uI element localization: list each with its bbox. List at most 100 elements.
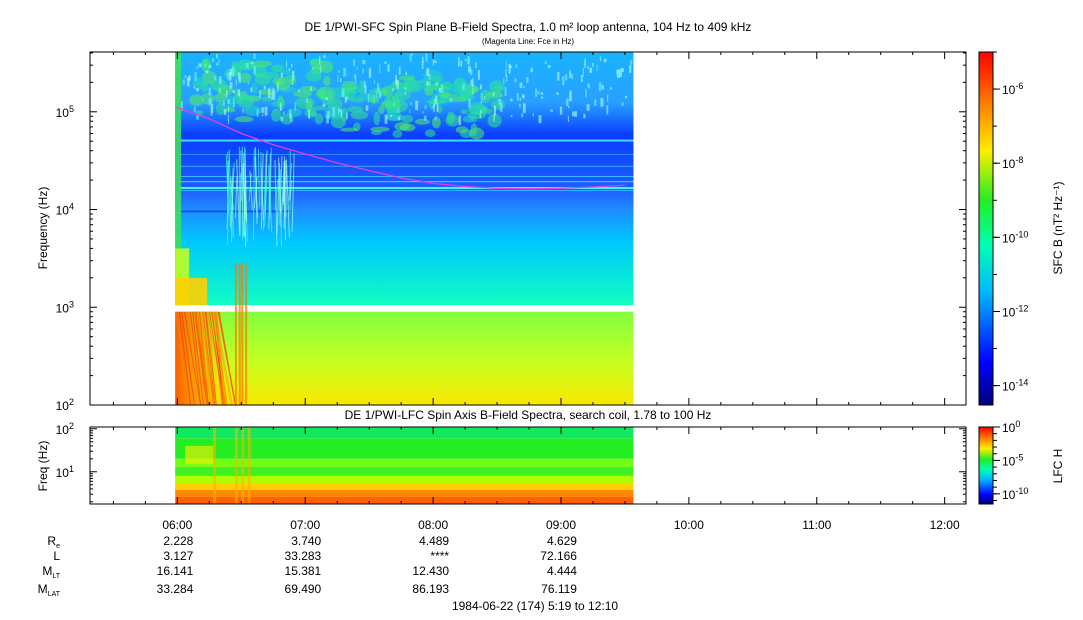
emission-blob <box>236 94 255 108</box>
emission-blob <box>210 78 227 92</box>
time-tick-label: 10:00 <box>674 518 704 532</box>
noise-speckle <box>598 82 602 91</box>
noise-speckle <box>509 65 513 69</box>
ephemeris-value: 76.119 <box>541 582 577 596</box>
emission-blob <box>460 109 468 115</box>
noise-speckle <box>237 89 241 97</box>
bottom-colorbar-ticks: 100 10-5 10-10 <box>993 419 1028 502</box>
noise-speckle <box>440 84 444 93</box>
noise-speckle <box>567 115 570 122</box>
chorus-filament <box>249 170 253 210</box>
top-chart-title: DE 1/PWI-SFC Spin Plane B-Field Spectra,… <box>305 20 752 34</box>
chorus-filament <box>257 148 260 208</box>
noise-speckle <box>204 64 206 68</box>
noise-speckle <box>256 108 259 117</box>
emission-blob <box>382 85 394 97</box>
noise-speckle <box>572 111 575 117</box>
noise-speckle <box>432 55 435 66</box>
noise-speckle <box>280 116 284 122</box>
emission-blob <box>391 94 400 102</box>
emission-blob <box>385 114 405 121</box>
noise-speckle <box>253 65 256 75</box>
noise-speckle <box>404 91 407 95</box>
noise-speckle <box>479 113 482 119</box>
noise-speckle <box>226 72 229 80</box>
noise-speckle <box>186 77 190 87</box>
chorus-filament <box>240 166 244 201</box>
interference-line <box>179 176 634 178</box>
noise-speckle <box>277 82 279 92</box>
noise-speckle <box>424 115 427 121</box>
noise-speckle <box>184 75 187 78</box>
noise-speckle <box>583 114 586 119</box>
noise-speckle <box>492 92 495 97</box>
noise-speckle <box>327 110 330 119</box>
ephemeris-value: 16.141 <box>157 564 194 578</box>
chorus-filament <box>289 179 292 201</box>
emission-blob <box>347 105 364 113</box>
noise-speckle <box>338 109 341 112</box>
noise-speckle <box>259 90 262 98</box>
emission-blob <box>252 60 272 68</box>
interference-line <box>179 187 634 190</box>
colorbar-tick-label: 10-5 <box>1002 452 1023 468</box>
noise-speckle <box>297 89 301 93</box>
noise-speckle <box>421 60 424 70</box>
emission-blob <box>270 64 284 73</box>
burst-streak <box>204 311 216 405</box>
emission-blob <box>276 77 291 91</box>
ephemeris-value: 3.740 <box>291 534 321 548</box>
noise-speckle <box>432 105 435 109</box>
time-tick-label: 08:00 <box>418 518 448 532</box>
emission-blob <box>392 129 403 139</box>
lfc-band <box>175 427 634 439</box>
noise-speckle <box>540 92 544 95</box>
noise-speckle <box>607 94 609 102</box>
noise-speckle <box>338 70 340 73</box>
noise-speckle <box>569 92 572 102</box>
chorus-filament <box>262 153 267 232</box>
noise-speckle <box>365 105 369 111</box>
chorus-filament <box>248 173 252 202</box>
ephemeris-value: 33.283 <box>285 549 322 563</box>
noise-speckle <box>216 54 218 59</box>
emission-blob <box>271 108 282 122</box>
burst-streak <box>203 311 211 405</box>
lfc-band <box>175 458 634 467</box>
noise-speckle <box>470 79 473 86</box>
lfc-burst <box>241 427 245 504</box>
ephemeris-row-label: Re <box>47 534 60 550</box>
noise-speckle <box>429 81 431 86</box>
noise-speckle <box>196 66 198 69</box>
chorus-filament <box>285 159 290 238</box>
emission-blob <box>189 94 204 107</box>
ephemeris-value: 4.444 <box>547 564 577 578</box>
noise-speckle <box>449 98 453 102</box>
emission-blob <box>314 113 324 125</box>
noise-speckle <box>392 87 395 92</box>
noise-speckle <box>582 67 584 77</box>
noise-speckle <box>523 86 526 89</box>
noise-speckle <box>505 60 507 68</box>
y-tick-label: 102 <box>56 397 74 413</box>
lfc-band <box>175 482 634 490</box>
noise-speckle <box>340 109 343 118</box>
emission-blob <box>201 58 212 73</box>
emission-blob <box>277 95 284 108</box>
y-tick-label: 104 <box>56 202 74 218</box>
noise-speckle <box>362 60 366 65</box>
ephemeris-value: **** <box>430 549 449 563</box>
noise-speckle <box>261 107 264 113</box>
noise-speckle <box>264 106 268 116</box>
noise-speckle <box>538 114 542 124</box>
noise-speckle <box>475 62 477 69</box>
noise-speckle <box>378 90 382 98</box>
noise-speckle <box>505 68 507 77</box>
noise-speckle <box>606 105 609 115</box>
noise-speckle <box>322 103 326 107</box>
noise-speckle <box>225 90 228 98</box>
noise-speckle <box>280 72 283 78</box>
noise-speckle <box>506 74 508 82</box>
emission-blob <box>261 96 275 102</box>
burst-streak <box>205 311 217 405</box>
